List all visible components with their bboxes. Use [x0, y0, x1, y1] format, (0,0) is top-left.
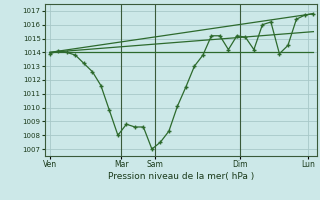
X-axis label: Pression niveau de la mer( hPa ): Pression niveau de la mer( hPa ) [108, 172, 254, 181]
